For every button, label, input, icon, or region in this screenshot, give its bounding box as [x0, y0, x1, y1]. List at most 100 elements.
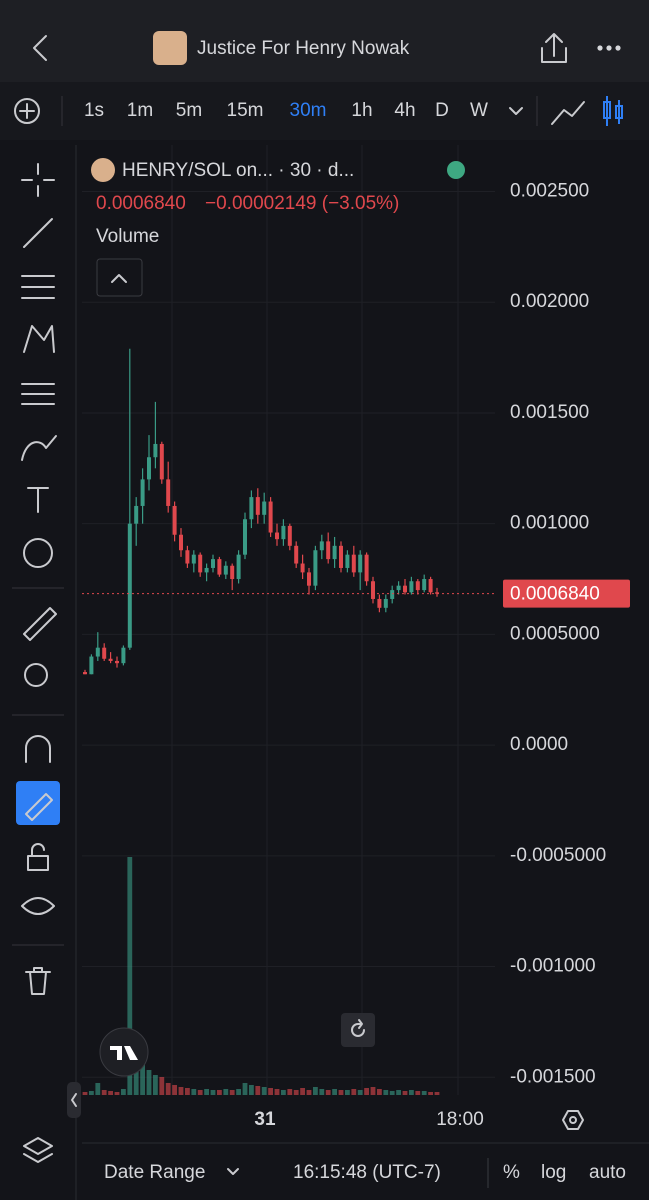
volume-bar — [229, 1090, 235, 1095]
candle-body — [390, 590, 395, 599]
candle-body — [396, 585, 401, 591]
reset-button[interactable] — [341, 1013, 375, 1047]
line-chart-button[interactable] — [551, 101, 585, 125]
candle-chart-button[interactable] — [603, 96, 623, 126]
volume-bar — [127, 857, 133, 1095]
volume-bar — [409, 1090, 414, 1095]
timeframe-button[interactable]: 15m — [227, 100, 264, 121]
candle-body — [127, 523, 132, 648]
projection-tool[interactable] — [21, 383, 55, 405]
candle-body — [121, 647, 126, 664]
percent-toggle[interactable]: % — [503, 1162, 520, 1183]
timeframe-button[interactable]: 5m — [176, 100, 202, 121]
toolbar-toggle[interactable] — [67, 1082, 81, 1118]
pattern-tool[interactable] — [23, 325, 55, 353]
collapse-button[interactable] — [96, 258, 143, 297]
volume-bar — [306, 1090, 312, 1095]
tv-logo-mark — [110, 1046, 138, 1060]
volume-bar — [82, 1092, 88, 1095]
candle-body — [243, 519, 247, 555]
candle-body — [223, 565, 228, 575]
back-button[interactable] — [33, 35, 47, 61]
volume-bar — [389, 1091, 395, 1095]
volume-bar — [396, 1090, 401, 1095]
volume-bar — [191, 1089, 197, 1095]
candle-body — [172, 505, 177, 535]
zoom-tool[interactable] — [24, 663, 48, 687]
last-price: 0.0006840 — [96, 193, 186, 214]
dropdown[interactable] — [509, 107, 523, 115]
settings-icon — [569, 1116, 577, 1124]
date-range[interactable]: Date Range — [104, 1162, 205, 1183]
delete-tool[interactable] — [25, 967, 51, 995]
candle-body — [147, 457, 151, 480]
candle-body — [339, 545, 343, 568]
y-tick-label: -0.001000 — [510, 956, 596, 977]
auto-toggle[interactable]: auto — [589, 1162, 626, 1183]
clock: 16:15:48 (UTC-7) — [293, 1162, 441, 1183]
timeframe-button[interactable]: 4h — [394, 100, 415, 121]
volume-bar — [351, 1089, 357, 1095]
volume-bar — [325, 1090, 331, 1095]
volume-bar — [383, 1090, 389, 1095]
timeframe-button[interactable]: 1m — [127, 100, 153, 121]
last-price-label: 0.0006840 — [510, 584, 600, 605]
y-tick-label: 0.0000 — [510, 734, 568, 755]
volume-bar — [287, 1089, 293, 1095]
y-tick-label: 0.001500 — [510, 402, 589, 423]
candle-body — [345, 554, 350, 568]
share-button[interactable] — [541, 33, 567, 63]
crosshair-tool[interactable] — [21, 163, 55, 197]
volume-bar — [89, 1091, 94, 1095]
volume-bar — [159, 1077, 165, 1095]
x-tick-label: 31 — [254, 1109, 276, 1130]
symbol-avatar — [91, 158, 115, 182]
volume-bar — [268, 1088, 273, 1095]
candle-body — [249, 497, 254, 520]
volume-bar — [114, 1092, 120, 1095]
fib-tool[interactable] — [21, 275, 55, 299]
timeframe-button[interactable]: 1h — [351, 100, 372, 121]
timeframe-button[interactable]: D — [435, 100, 449, 121]
visibility-tool[interactable] — [21, 897, 55, 915]
emoji-tool[interactable] — [23, 538, 53, 568]
unlock-tool[interactable] — [27, 843, 49, 871]
text-tool[interactable] — [27, 487, 49, 513]
brush-tool[interactable] — [21, 435, 57, 461]
volume-bar — [364, 1088, 369, 1095]
candle-body — [255, 497, 260, 515]
timeframe-button[interactable]: 1s — [84, 100, 104, 121]
candle-body — [415, 581, 420, 591]
timeframe-list: 1s 1m 5m 15m 30m 1h 4h D W — [61, 96, 538, 126]
candle-body — [383, 598, 388, 608]
more-button[interactable] — [597, 45, 621, 51]
reset-icon — [351, 1019, 365, 1037]
tv-logo — [99, 1027, 149, 1077]
candle-body — [319, 541, 324, 551]
candle-body — [377, 598, 382, 608]
measure-tool[interactable] — [23, 607, 57, 641]
layers-button[interactable] — [23, 1137, 53, 1163]
add-button[interactable] — [14, 98, 40, 124]
candle-body — [275, 532, 279, 540]
avatar — [153, 31, 187, 65]
timeframe-button[interactable]: 30m — [290, 100, 327, 121]
log-toggle[interactable]: log — [541, 1162, 566, 1183]
volume-bar — [261, 1087, 267, 1095]
dropdown — [227, 1168, 239, 1175]
volume-bar — [319, 1089, 325, 1095]
volume-bar — [121, 1089, 126, 1095]
volume-bar — [172, 1085, 177, 1095]
timeframe-button[interactable]: W — [470, 100, 488, 121]
volume-bar — [146, 1070, 152, 1095]
price-change: −0.00002149 (−3.05%) — [205, 193, 399, 214]
volume-bar — [377, 1089, 382, 1095]
candle-body — [300, 563, 305, 573]
trendline-tool[interactable] — [23, 218, 53, 248]
settings-button[interactable] — [562, 1110, 584, 1130]
volume-bar — [313, 1087, 318, 1095]
magnet-tool[interactable] — [25, 735, 51, 763]
volume-bar — [357, 1090, 363, 1095]
